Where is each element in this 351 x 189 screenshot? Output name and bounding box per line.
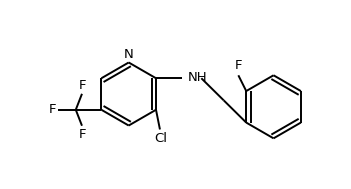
Text: F: F (79, 128, 87, 141)
Text: NH: NH (187, 71, 207, 84)
Text: Cl: Cl (154, 132, 167, 145)
Text: N: N (124, 49, 134, 61)
Text: F: F (48, 103, 56, 116)
Text: F: F (234, 59, 242, 72)
Text: F: F (79, 79, 87, 92)
